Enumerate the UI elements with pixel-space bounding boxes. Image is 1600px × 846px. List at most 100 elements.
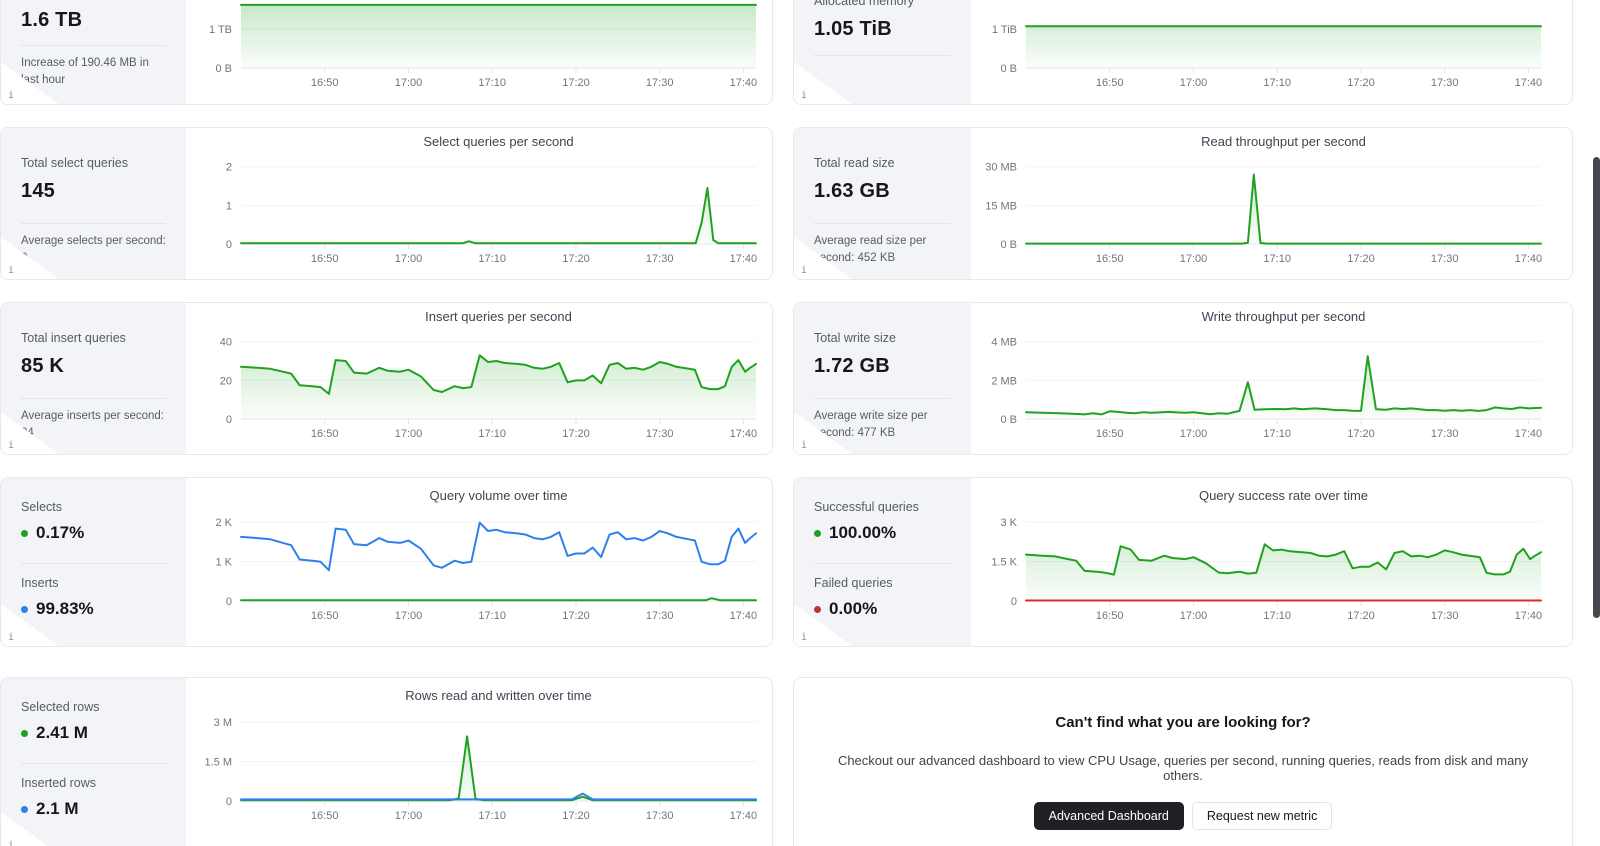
chart-allocated-memory: 0 B 1 TiB 16:50 17:00 17:10 17:20 17:30 17:40 xyxy=(971,0,1572,104)
write-size-value: 1.72 GB xyxy=(814,355,890,377)
svg-text:16:50: 16:50 xyxy=(1096,428,1124,440)
svg-text:Query success rate over time: Query success rate over time xyxy=(1199,488,1368,503)
metric-card-disk-usage: 1.6 TB Increase of 190.46 MB in last hou… xyxy=(0,0,773,105)
svg-text:0 B: 0 B xyxy=(1000,63,1017,75)
inserts-share-label: Inserts xyxy=(21,576,59,590)
divider xyxy=(21,398,166,399)
svg-text:17:20: 17:20 xyxy=(562,77,590,89)
svg-text:17:10: 17:10 xyxy=(1263,253,1291,265)
request-new-metric-button[interactable]: Request new metric xyxy=(1191,802,1333,830)
metric-card-insert-queries: Total insert queries 85 K Average insert… xyxy=(0,302,773,455)
row-selects-reads: Total select queries 145 Average selects… xyxy=(0,127,1573,280)
select-queries-value: 145 xyxy=(21,180,55,202)
info-icon[interactable]: i xyxy=(8,265,15,276)
vertical-scrollbar[interactable] xyxy=(1593,157,1600,618)
svg-text:3 M: 3 M xyxy=(214,717,232,729)
corner-fold xyxy=(1,412,59,454)
info-icon[interactable]: i xyxy=(801,440,808,451)
svg-text:17:30: 17:30 xyxy=(646,610,674,622)
insert-queries-panel: Total insert queries 85 K Average insert… xyxy=(1,303,186,454)
svg-text:2: 2 xyxy=(226,162,232,174)
svg-text:0 B: 0 B xyxy=(1000,239,1017,251)
info-icon[interactable]: i xyxy=(8,90,15,101)
svg-text:16:50: 16:50 xyxy=(311,77,339,89)
svg-text:0 B: 0 B xyxy=(215,63,232,75)
svg-text:0: 0 xyxy=(226,596,232,608)
inserted-rows-label: Inserted rows xyxy=(21,776,97,790)
svg-text:17:20: 17:20 xyxy=(562,610,590,622)
svg-text:30 MB: 30 MB xyxy=(985,162,1017,174)
svg-text:4 MB: 4 MB xyxy=(991,337,1017,349)
info-icon[interactable]: i xyxy=(801,90,808,101)
divider xyxy=(814,55,951,56)
info-icon[interactable]: i xyxy=(8,632,15,643)
corner-fold xyxy=(1,237,59,279)
read-size-value: 1.63 GB xyxy=(814,180,890,202)
svg-text:1 TiB: 1 TiB xyxy=(992,24,1017,36)
svg-text:17:30: 17:30 xyxy=(646,810,674,822)
svg-text:17:10: 17:10 xyxy=(1263,77,1291,89)
svg-text:16:50: 16:50 xyxy=(1096,610,1124,622)
svg-text:17:00: 17:00 xyxy=(395,810,423,822)
info-icon[interactable]: i xyxy=(801,265,808,276)
svg-text:16:50: 16:50 xyxy=(311,428,339,440)
info-icon[interactable]: i xyxy=(8,440,15,451)
svg-text:17:00: 17:00 xyxy=(395,77,423,89)
cta-heading: Can't find what you are looking for? xyxy=(1055,714,1311,731)
successful-queries-stat: 100.00% xyxy=(814,523,951,543)
svg-text:17:00: 17:00 xyxy=(395,428,423,440)
svg-text:17:20: 17:20 xyxy=(562,253,590,265)
corner-fold xyxy=(1,62,59,104)
corner-fold xyxy=(1,812,59,846)
svg-text:0: 0 xyxy=(226,239,232,251)
svg-text:16:50: 16:50 xyxy=(311,610,339,622)
blue-dot-icon xyxy=(21,805,28,813)
read-size-panel: Total read size 1.63 GB Average read siz… xyxy=(794,128,971,279)
svg-text:17:10: 17:10 xyxy=(478,428,506,440)
svg-text:Write throughput per second: Write throughput per second xyxy=(1202,309,1366,324)
svg-text:17:20: 17:20 xyxy=(1347,77,1375,89)
info-icon[interactable]: i xyxy=(801,632,808,643)
row-volume-success: Selects 0.17% Inserts 99.83% i 0 1 K 2 K 16… xyxy=(0,477,1573,647)
svg-text:0: 0 xyxy=(226,414,232,426)
advanced-dashboard-button[interactable]: Advanced Dashboard xyxy=(1033,802,1184,830)
svg-text:17:40: 17:40 xyxy=(730,253,758,265)
svg-text:40: 40 xyxy=(220,337,232,349)
divider xyxy=(814,223,951,224)
selected-rows-value: 2.41 M xyxy=(36,723,88,742)
svg-text:17:40: 17:40 xyxy=(730,810,758,822)
svg-text:17:40: 17:40 xyxy=(1515,77,1543,89)
metric-card-select-queries: Total select queries 145 Average selects… xyxy=(0,127,773,280)
corner-fold xyxy=(794,604,852,646)
disk-usage-panel: 1.6 TB Increase of 190.46 MB in last hou… xyxy=(1,0,186,104)
svg-text:Rows read and written over tim: Rows read and written over time xyxy=(405,688,591,703)
metric-card-write-size: Total write size 1.72 GB Average write s… xyxy=(793,302,1573,455)
chart-query-volume: 0 1 K 2 K 16:50 17:00 17:10 17:20 17:30 17:40 Que… xyxy=(186,478,772,646)
selects-share-value: 0.17% xyxy=(36,523,85,542)
chart-disk-usage: 0 B 1 TB 16:50 17:00 17:10 17:20 17:30 17:40 xyxy=(186,0,772,104)
info-icon[interactable]: i xyxy=(8,840,15,846)
svg-text:17:40: 17:40 xyxy=(730,428,758,440)
metric-card-query-volume: Selects 0.17% Inserts 99.83% i 0 1 K 2 K 16… xyxy=(0,477,773,647)
chart-write-throughput: 0 B 2 MB 4 MB 16:50 17:00 17:10 17:20 17:30 17:4… xyxy=(971,303,1572,454)
svg-text:3 K: 3 K xyxy=(1000,517,1017,529)
chart-read-throughput: 0 B 15 MB 30 MB 16:50 17:00 17:10 17:20 17:30 17… xyxy=(971,128,1572,279)
svg-text:17:10: 17:10 xyxy=(478,610,506,622)
selected-rows-label: Selected rows xyxy=(21,700,100,714)
svg-text:17:10: 17:10 xyxy=(1263,428,1291,440)
svg-text:16:50: 16:50 xyxy=(311,810,339,822)
selects-share-stat: 0.17% xyxy=(21,523,166,543)
svg-text:17:20: 17:20 xyxy=(1347,610,1375,622)
query-success-panel: Successful queries 100.00% Failed querie… xyxy=(794,478,971,646)
svg-text:17:30: 17:30 xyxy=(1431,610,1459,622)
svg-text:17:30: 17:30 xyxy=(646,253,674,265)
row-rows-cta: Selected rows 2.41 M Inserted rows 2.1 M… xyxy=(0,677,1573,846)
svg-text:20: 20 xyxy=(220,375,232,387)
svg-text:17:10: 17:10 xyxy=(478,253,506,265)
corner-fold xyxy=(794,412,852,454)
corner-fold xyxy=(794,237,852,279)
svg-text:15 MB: 15 MB xyxy=(985,200,1017,212)
insert-queries-label: Total insert queries xyxy=(21,331,126,345)
